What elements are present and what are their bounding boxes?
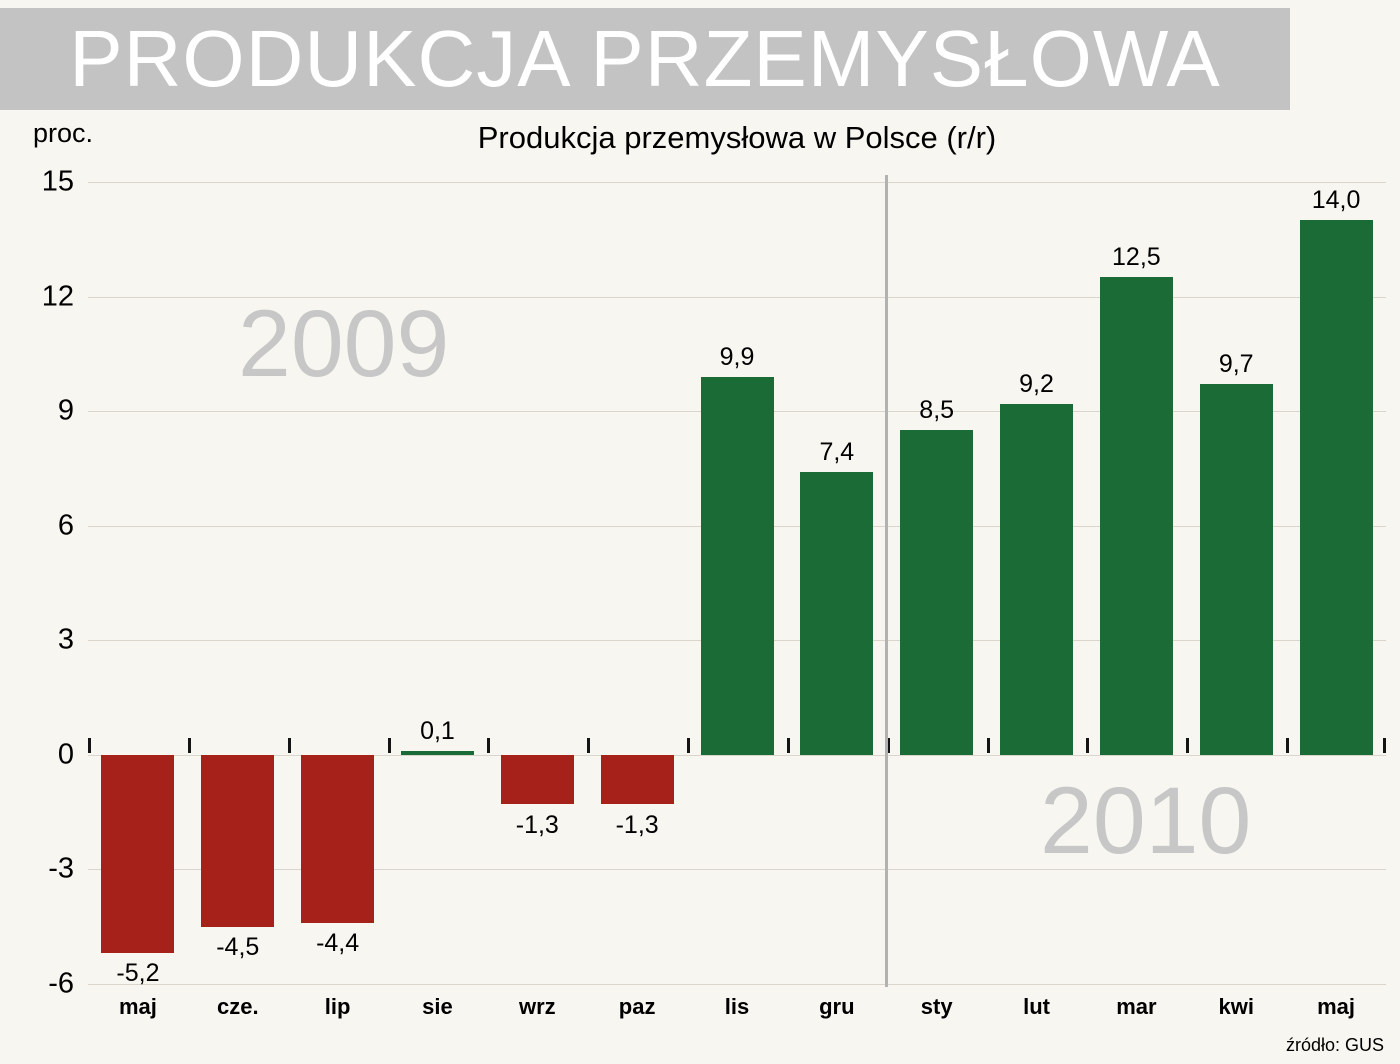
y-tick-label: 15 [41, 165, 74, 198]
year-watermark-2010: 2010 [1040, 768, 1252, 874]
gridline [88, 869, 1386, 871]
bar-value-label: 9,9 [719, 342, 755, 371]
y-tick-label: -3 [48, 852, 74, 885]
y-tick-label: 12 [41, 280, 74, 313]
y-tick-label: -6 [48, 967, 74, 1000]
zero-axis-tick [687, 737, 691, 753]
bar-value-label: 9,2 [1019, 369, 1054, 398]
zero-axis-tick [1286, 737, 1290, 753]
x-category-label: sie [422, 994, 453, 1019]
main-title: PRODUKCJA PRZEMYSŁOWA [69, 14, 1221, 103]
y-axis-unit-label: proc. [33, 118, 94, 148]
x-category-label: cze. [216, 994, 259, 1019]
x-category-label: paz [618, 994, 656, 1019]
bar-value-label: 12,5 [1112, 243, 1161, 272]
bar-9 [900, 430, 974, 755]
x-category-label: mar [1116, 994, 1157, 1019]
bar-7 [700, 376, 774, 755]
bar-12 [1199, 384, 1273, 755]
x-category-label: wrz [518, 994, 556, 1019]
bar-2 [201, 754, 275, 927]
bar-value-label: -5,2 [116, 959, 160, 988]
bar-value-label: 0,1 [420, 717, 455, 746]
zero-axis-tick [886, 737, 890, 753]
chart-title: Produkcja przemysłowa w Polsce (r/r) [477, 120, 997, 155]
bar-8 [800, 472, 874, 755]
y-tick-label: 9 [57, 394, 74, 427]
y-tick-label: 3 [57, 623, 74, 656]
zero-axis-tick [1186, 737, 1190, 753]
year-divider-line [885, 175, 889, 987]
bar-value-label: -1,3 [615, 810, 659, 839]
bar-value-label: 14,0 [1311, 186, 1361, 215]
zero-axis-tick [786, 737, 790, 753]
zero-axis-tick [986, 737, 990, 753]
zero-axis-tick [387, 737, 391, 753]
x-category-label: lip [324, 994, 351, 1019]
bar-1 [101, 754, 175, 954]
bar-value-label: -4,5 [216, 932, 260, 961]
x-category-label: lis [724, 994, 750, 1019]
y-tick-label: 0 [57, 738, 74, 771]
y-axis-labels: 15 12 9 6 3 0 -3 -6 [0, 166, 74, 1000]
year-watermark-2009: 2009 [238, 291, 450, 397]
x-category-label: gru [819, 994, 855, 1019]
zero-axis-tick [487, 737, 491, 753]
bar-value-label: -1,3 [515, 810, 559, 839]
zero-axis-tick [88, 737, 91, 753]
bar-value-label: 7,4 [819, 438, 855, 467]
zero-axis-tick [1086, 737, 1090, 753]
title-banner: PRODUKCJA PRZEMYSŁOWA [0, 8, 1290, 110]
zero-axis-tick [287, 737, 291, 753]
gridline [88, 296, 1386, 298]
zero-axis-tick [1383, 737, 1386, 753]
bar-6 [600, 754, 674, 805]
x-category-label: kwi [1218, 994, 1254, 1019]
y-tick-label: 6 [57, 509, 74, 542]
x-category-label: maj [1317, 994, 1356, 1019]
plot-area: 2009 2010 -5,2 maj -4,5 cze. -4,4 lip 0,1 sie -1… [88, 175, 1386, 1019]
gridline [88, 754, 1386, 756]
bar-3 [301, 754, 375, 923]
bar-10 [1000, 403, 1074, 755]
x-category-label: lut [1023, 994, 1050, 1019]
source-credit: źródło: GUS [1285, 1035, 1384, 1055]
bar-11 [1099, 277, 1173, 755]
bar-value-label: -4,4 [316, 928, 360, 957]
zero-axis-tick [187, 737, 191, 753]
gridline [88, 984, 1386, 985]
x-category-label: maj [118, 994, 157, 1019]
bar-4 [400, 751, 474, 755]
zero-axis-tick [587, 737, 591, 753]
bar-13 [1299, 220, 1373, 755]
bar-value-label: 8,5 [919, 396, 955, 425]
bar-5 [500, 754, 574, 805]
bar-value-label: 9,7 [1218, 350, 1254, 379]
x-category-label: sty [920, 994, 953, 1019]
gridline [88, 182, 1386, 183]
